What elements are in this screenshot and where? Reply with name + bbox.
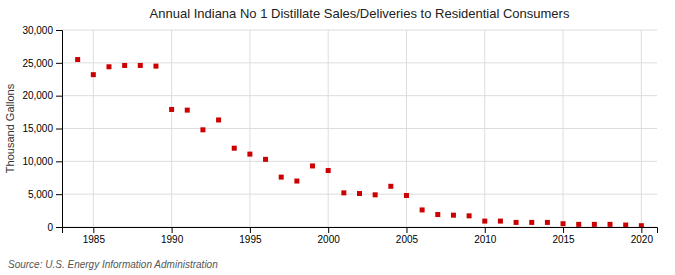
point [341,190,346,195]
grid-line-y [62,161,657,162]
y-tick-mark [56,129,62,130]
x-tick-label: 2000 [318,234,341,245]
x-tick-mark [250,227,251,233]
y-tick-label: 15,000 [22,123,53,134]
x-tick: 2020 [631,227,654,245]
x-tick-label: 1985 [83,234,106,245]
grid-line-y [62,95,657,96]
grid-line-y [62,62,657,63]
point [420,207,425,212]
grid [62,30,657,227]
x-tick-label: 1990 [161,234,184,245]
x-tick-label: 1995 [239,234,262,245]
y-tick: 30,000 [22,25,62,36]
x-tick-label: 2010 [474,234,497,245]
point [435,212,440,217]
point [467,213,472,218]
axis-line [63,228,658,234]
point [216,117,221,122]
x-tick-mark [485,227,486,233]
source: Source: U.S. Energy Information Administ… [8,259,218,270]
point [404,193,409,198]
y-tick-mark [56,96,62,97]
x-tick: 1985 [83,227,106,245]
point [529,220,534,225]
point [200,127,205,132]
plot: 1985 1990 1995 2000 2005 2010 2015 2020 0 5,000 10… [22,25,657,245]
y-tick: 5,000 [28,189,62,200]
grid-line-y [62,128,657,129]
x-tick-mark [172,227,173,233]
point [561,221,566,226]
point [373,192,378,197]
axis-line [56,31,63,228]
y-tick: 10,000 [22,156,62,167]
point [498,219,503,224]
point [263,157,268,162]
point [91,72,96,77]
x-tick-mark [641,227,642,233]
point [514,220,519,225]
point [75,57,80,62]
y-axis: 0 5,000 10,000 15,000 20,000 25,000 30,000 [22,25,62,233]
point [592,222,597,227]
y-tick-label: 25,000 [22,58,53,69]
point [608,222,613,227]
title: Annual Indiana No 1 Distillate Sales/Del… [150,6,570,21]
point [185,108,190,113]
point [545,220,550,225]
point [310,163,315,168]
x-tick: 1995 [239,227,262,245]
y-tick: 15,000 [22,123,62,134]
y-tick-mark [56,227,62,228]
point [357,191,362,196]
x-tick-mark [328,227,329,233]
y-tick-mark [56,63,62,64]
x-tick-mark [406,227,407,233]
y-tick: 20,000 [22,90,62,101]
point [576,222,581,227]
y-tick-label: 30,000 [22,25,53,36]
point [247,152,252,157]
point [169,107,174,112]
point [232,146,237,151]
x-tick-label: 2005 [396,234,419,245]
y-tick-mark [56,30,62,31]
point [482,219,487,224]
point [153,64,158,69]
point [294,179,299,184]
y-tick-mark [56,194,62,195]
point [388,184,393,189]
point [122,63,127,68]
x-tick-mark [563,227,564,233]
y-axis-title: Thousand Gallons [4,83,16,173]
points [75,57,644,227]
y-tick: 25,000 [22,58,62,69]
x-tick: 2005 [396,227,419,245]
y-tick-label: 5,000 [28,189,53,200]
point [279,175,284,180]
x-tick-mark [93,227,94,233]
point [639,223,644,227]
x-tick-label: 2020 [631,234,654,245]
x-tick: 2010 [474,227,497,245]
chart: 1985 1990 1995 2000 2005 2010 2015 2020 0 5,000 10… [0,0,675,275]
x-axis: 1985 1990 1995 2000 2005 2010 2015 2020 [63,227,658,245]
x-tick: 1990 [161,227,184,245]
point [326,168,331,173]
x-tick: 2000 [318,227,341,245]
x-tick-label: 2015 [552,234,575,245]
point [451,213,456,218]
y-tick: 0 [47,222,62,233]
y-tick-mark [56,161,62,162]
grid-line-y [62,30,657,31]
y-tick-label: 20,000 [22,90,53,101]
point [138,63,143,68]
point [623,223,628,227]
point [106,64,111,69]
y-tick-label: 0 [47,222,53,233]
y-tick-label: 10,000 [22,156,53,167]
x-tick: 2015 [552,227,575,245]
